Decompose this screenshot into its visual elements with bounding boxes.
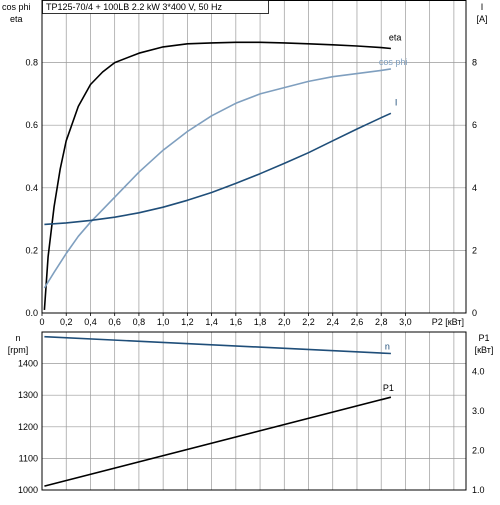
series-line-p1	[44, 396, 392, 487]
x-tick-label: 0,4	[84, 317, 97, 327]
y-left-tick-label-top: 0.6	[25, 120, 38, 130]
x-tick-label: 2,6	[351, 317, 364, 327]
x-tick-label: 2,4	[326, 317, 339, 327]
y-left-axis-label-top-line1: cos phi	[2, 2, 31, 12]
x-tick-label: 1,0	[157, 317, 170, 327]
y-left-tick-label-bottom: 1300	[18, 390, 38, 400]
y-left-axis-label-bottom-line1: n	[15, 333, 20, 343]
y-left-tick-label-top: 0.8	[25, 58, 38, 68]
series-line-current	[44, 112, 392, 226]
y-right-tick-label-bottom: 4.0	[472, 367, 485, 377]
series-label-current: I	[395, 97, 398, 107]
y-right-tick-label-bottom: 2.0	[472, 446, 485, 456]
series-label-p1: P1	[383, 383, 394, 393]
y-right-tick-label-top: 2	[472, 245, 477, 255]
y-left-axis-label-top-line2: eta	[10, 14, 23, 24]
x-axis-label: P2 [кВт]	[432, 317, 464, 327]
x-tick-label: 0,8	[133, 317, 146, 327]
y-right-axis-label-top-line2: [A]	[476, 14, 487, 24]
y-left-tick-label-bottom: 1200	[18, 422, 38, 432]
series-line-cos-phi	[43, 68, 392, 289]
y-left-tick-label-top: 0.0	[25, 308, 38, 318]
series-label-cos-phi: cos phi	[379, 57, 408, 67]
x-tick-label: 2,0	[278, 317, 291, 327]
y-left-tick-label-bottom: 1100	[19, 453, 38, 463]
x-tick-label: 0,6	[108, 317, 121, 327]
title-box	[42, 0, 269, 14]
x-tick-label: 3,0	[399, 317, 412, 327]
y-right-tick-label-top: 0	[472, 308, 477, 318]
x-tick-label: 2,2	[302, 317, 315, 327]
series-line-eta	[43, 41, 391, 310]
y-right-axis-label-bottom-line2: [кВт]	[475, 345, 494, 355]
y-right-axis-label-bottom-line1: P1	[478, 333, 489, 343]
y-left-tick-label-top: 0.2	[25, 245, 38, 255]
y-right-axis-label-top-line1: I	[481, 2, 484, 12]
y-left-tick-label-bottom: 1400	[18, 359, 38, 369]
y-right-tick-label-top: 6	[472, 120, 477, 130]
series-label-speed: n	[385, 341, 390, 351]
y-right-tick-label-bottom: 1.0	[472, 485, 485, 495]
chart-title: TP125-70/4 + 100LB 2.2 kW 3*400 V, 50 Hz	[46, 2, 223, 12]
x-tick-label: 1,6	[230, 317, 243, 327]
y-right-tick-label-top: 8	[472, 58, 477, 68]
series-label-eta: eta	[389, 33, 402, 43]
series-line-speed	[44, 335, 391, 355]
y-left-tick-label-top: 0.4	[25, 183, 38, 193]
x-tick-label: 0,2	[60, 317, 73, 327]
plot-frame-bottom	[41, 331, 467, 491]
y-right-tick-label-bottom: 3.0	[472, 406, 485, 416]
y-left-axis-label-bottom-line2: [rpm]	[8, 345, 29, 355]
y-left-tick-label-bottom: 1000	[18, 485, 38, 495]
x-tick-label: 1,2	[181, 317, 194, 327]
plot-frame-top	[41, 0, 467, 314]
x-tick-label: 1,4	[205, 317, 218, 327]
x-tick-label: 0	[39, 317, 44, 327]
x-tick-label: 2,8	[375, 317, 388, 327]
y-right-tick-label-top: 4	[472, 183, 477, 193]
x-tick-label: 1,8	[254, 317, 267, 327]
